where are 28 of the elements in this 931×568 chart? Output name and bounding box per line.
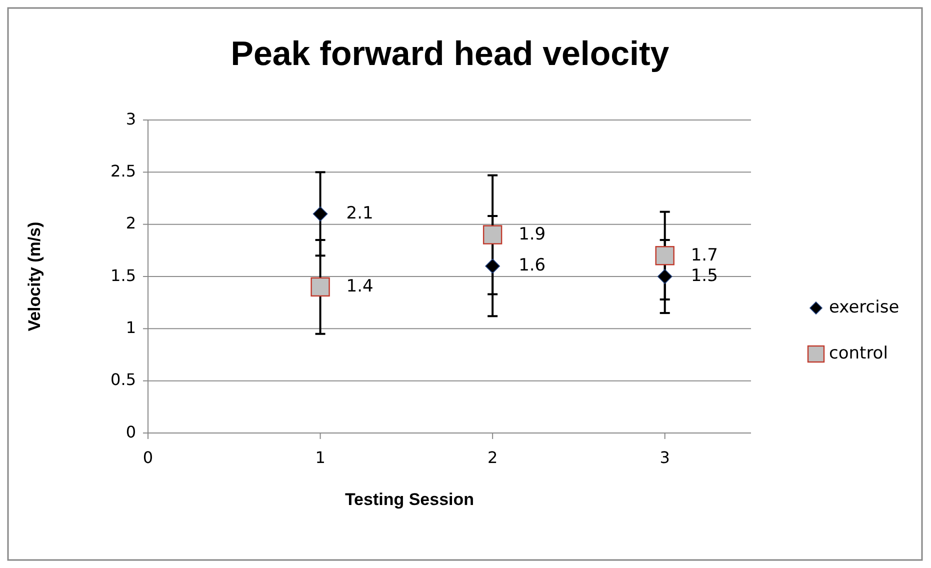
point (312, 206, 328, 222)
point (657, 269, 672, 284)
data-label: 1.5 (690, 266, 718, 286)
data-label: 1.9 (518, 224, 546, 244)
chart-title: Peak forward head velocity (230, 35, 670, 73)
legend-label: exercise (829, 298, 900, 318)
x-tick-label: 2 (487, 448, 498, 467)
y-tick-label: 0 (126, 422, 136, 442)
y-tick-label: 2.5 (110, 162, 136, 181)
point (655, 246, 674, 266)
x-tick-label: 0 (142, 448, 154, 467)
data-label: 2.1 (346, 204, 374, 224)
x-axis-title: Testing Session (344, 490, 474, 509)
point (485, 258, 500, 274)
y-tick-label: 1 (126, 318, 136, 338)
y-tick-label: 1.5 (110, 266, 136, 285)
point (482, 225, 502, 244)
data-label: 1.4 (346, 276, 374, 297)
point (310, 277, 330, 297)
y-tick-label: 3 (126, 109, 136, 128)
legend-label: control (829, 344, 888, 364)
x-tick-label: 3 (660, 448, 670, 467)
data-label: 1.7 (690, 245, 718, 266)
y-tick-label: 0.5 (110, 370, 136, 390)
y-tick-label: 2 (126, 214, 136, 233)
data-label: 1.6 (518, 256, 546, 276)
x-tick-label: 1 (315, 448, 326, 467)
y-axis-title: Velocity (m/s) (25, 222, 44, 332)
